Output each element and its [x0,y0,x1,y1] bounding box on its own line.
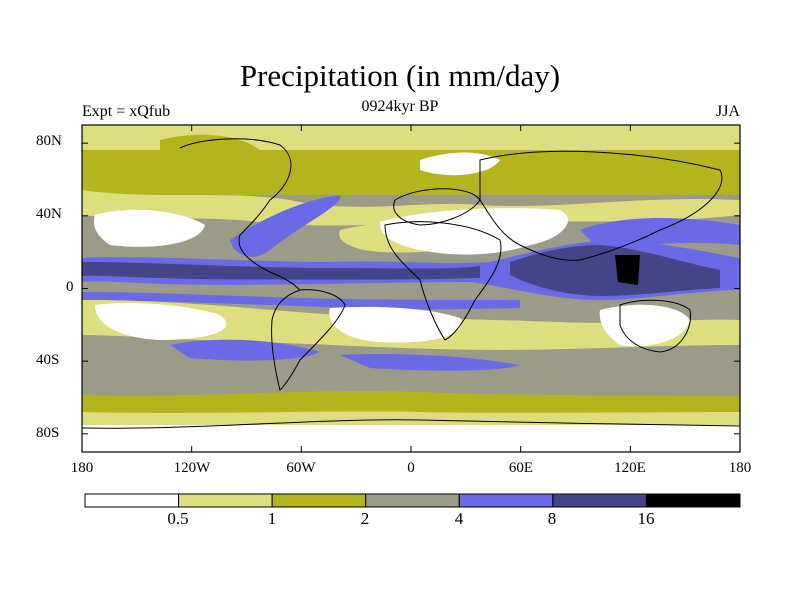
colorbar-label-0-5: 0.5 [167,509,189,528]
field-itcz-dark [82,262,480,280]
colorbar-swatch-2 [271,493,367,508]
colorbar-swatch-6 [645,493,741,508]
colorbar-swatch-3 [365,493,460,508]
field-dry-npacific [93,209,205,247]
colorbar-label-4: 4 [454,509,464,528]
x-tick-label-60e: 60E [508,460,534,476]
coast-australia [619,299,691,353]
colorbar-swatch-1 [178,493,273,508]
colorbar-swatch-4 [458,493,554,508]
field-dry-satlantic [329,306,462,343]
field-dry-australia [599,304,690,347]
x-tick-label-180w: 180 [70,460,94,476]
field-monsoon-dark [510,245,720,296]
x-tick-label-180e: 180 [728,460,752,476]
coast-south-america [271,289,346,391]
field-dry-sahara [379,208,569,255]
x-tick-label-120e: 120E [614,460,646,476]
colorbar-label-2: 2 [360,509,370,528]
field-dry-sepacific [95,303,227,340]
chart-subtitle: 0924kyr BP [361,98,439,115]
field-wet-spacific [170,339,320,361]
axis-ticks [81,125,741,452]
x-tick-label-0: 0 [407,460,415,476]
colorbar-label-8: 8 [547,509,557,528]
y-tick-label-0: 0 [66,279,74,295]
field-south-blue-streak [82,292,520,310]
coast-antarctica [82,419,740,429]
y-tick-label-40n: 40N [36,206,62,222]
colorbar-label-1: 1 [267,509,277,528]
colorbar-label-16: 16 [637,509,655,528]
field-monsoon-peak [615,255,640,285]
coast-north-america [179,138,301,291]
colorbar-swatch-5 [552,493,647,508]
coastlines [82,138,740,429]
field-north-yellow-band [82,190,740,226]
season-label: JJA [715,103,740,120]
colorbar [84,493,741,508]
x-tick-label-120w: 120W [173,460,211,476]
y-tick-label-40s: 40S [36,352,60,368]
coast-africa [384,221,502,341]
colorbar-swatch-0 [84,493,180,508]
field-wet-sindian [340,354,520,371]
coast-europe [393,188,481,226]
map-field [82,125,740,452]
field-olive-canada [160,134,260,166]
y-tick-label-80n: 80N [36,133,62,149]
coast-asia [479,150,723,261]
y-tick-label-80s: 80S [36,425,60,441]
experiment-label: Expt = xQfub [82,103,171,120]
chart-title: Precipitation (in mm/day) [239,58,561,93]
field-wet-gulfstream [230,195,341,257]
x-tick-label-60w: 60W [286,460,316,476]
